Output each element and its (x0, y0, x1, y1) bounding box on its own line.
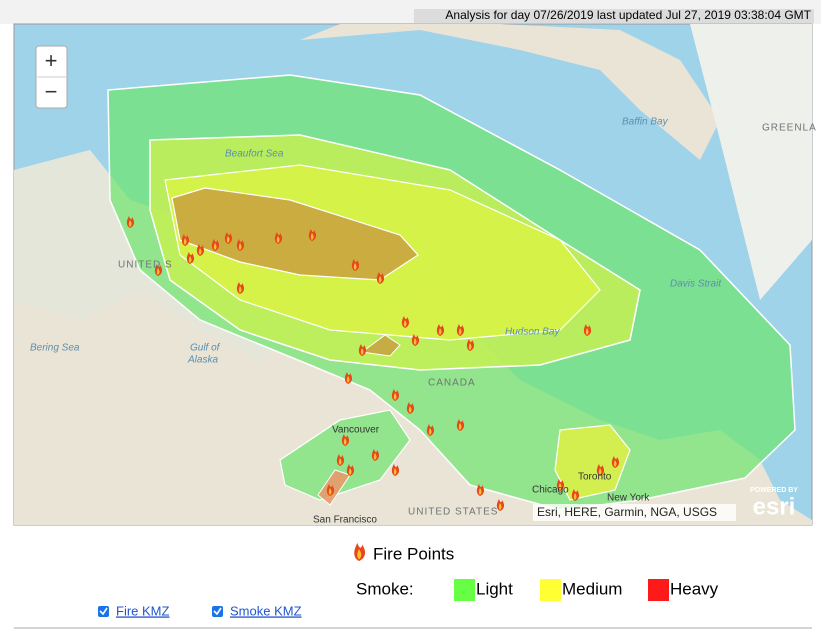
zoom-out[interactable]: − (45, 79, 58, 104)
swatch-light (454, 579, 475, 601)
check (213, 607, 222, 616)
map-label: Vancouver (332, 425, 380, 436)
map-label: Davis Strait (670, 279, 722, 290)
option-link[interactable]: Fire KMZ (116, 603, 170, 618)
legend-fire: Fire Points (373, 544, 454, 563)
esri-powered: POWERED BY (750, 487, 798, 494)
attribution-box (533, 504, 736, 521)
map-label: GREENLA (762, 123, 817, 134)
status-text: Analysis for day 07/26/2019 last updated… (445, 8, 811, 22)
esri-logo: esri (753, 493, 796, 520)
map-label: Bering Sea (30, 343, 80, 354)
map-label: San Francisco (313, 515, 377, 526)
zoom-in[interactable]: + (45, 48, 58, 73)
map[interactable]: Beaufort Sea Baffin Bay GREENLA UNITED S… (13, 23, 817, 526)
land-greenland (690, 24, 812, 300)
map-label: Baffin Bay (622, 117, 669, 128)
map-label: Beaufort Sea (225, 149, 284, 160)
legend-light: Light (476, 579, 513, 598)
map-label: New York (607, 493, 650, 504)
option-link[interactable]: Smoke KMZ (230, 603, 302, 618)
legend-smoke: Smoke: (356, 579, 414, 598)
map-label: CANADA (428, 378, 476, 389)
check (99, 607, 108, 616)
swatch-heavy (648, 579, 669, 601)
fire-icon (354, 543, 366, 561)
legend-heavy: Heavy (670, 579, 719, 598)
map-label: Hudson Bay (505, 327, 560, 338)
legend-medium: Medium (562, 579, 622, 598)
map-label: Chicago (532, 485, 569, 496)
attribution: Esri, HERE, Garmin, NGA, USGS (537, 505, 717, 519)
map-label: Toronto (578, 472, 612, 483)
status-box (414, 9, 814, 23)
map-label: UNITED S (118, 260, 173, 271)
map-label: Gulf of (190, 343, 221, 354)
smoke-light-west (279, 409, 411, 501)
map-label: UNITED STATES (408, 507, 498, 518)
smoke-medium-east (554, 424, 631, 501)
swatch-medium (540, 579, 561, 601)
land-arctic (300, 24, 720, 160)
smoke-heavy-small (360, 334, 401, 357)
smoke-heavy (171, 187, 419, 281)
map-label: Alaska (187, 355, 218, 366)
